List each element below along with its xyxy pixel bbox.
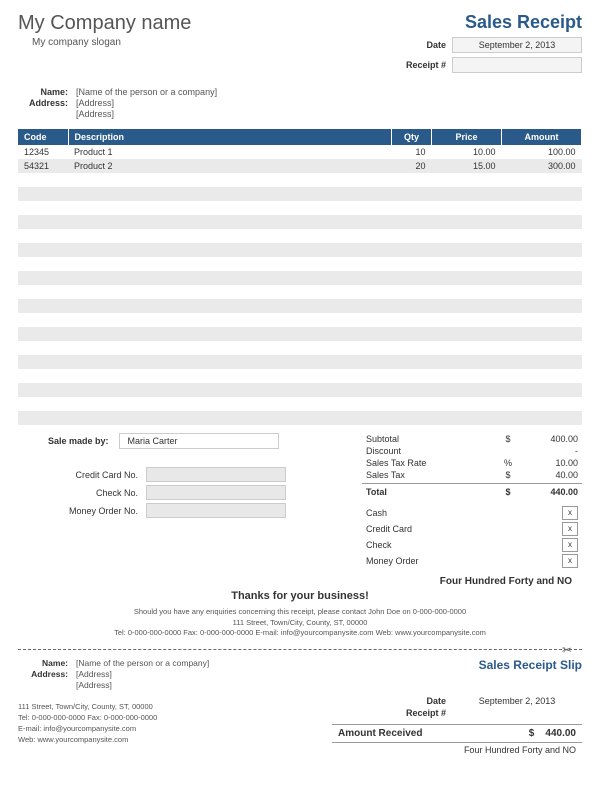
slip-title: Sales Receipt Slip (479, 658, 582, 691)
col-price: Price (432, 129, 502, 145)
table-row (18, 341, 582, 355)
tax-label: Sales Tax (366, 470, 498, 480)
amount-received-value: 440.00 (545, 728, 576, 739)
currency-symbol: $ (498, 434, 518, 444)
scissors-icon: ✂ (562, 643, 572, 657)
slip-address2: [Address] (76, 680, 112, 690)
customer-name-label: Name: (18, 87, 68, 97)
table-row (18, 327, 582, 341)
receipt-title: Sales Receipt (386, 12, 582, 33)
slip-receipt-number-label: Receipt # (386, 708, 446, 718)
table-row (18, 355, 582, 369)
table-row (18, 215, 582, 229)
table-row (18, 229, 582, 243)
customer-address1: [Address] (76, 98, 114, 108)
money-order-no-label: Money Order No. (48, 506, 138, 516)
credit-card-no-label: Credit Card No. (48, 470, 138, 480)
subtotal-label: Subtotal (366, 434, 498, 444)
tax-value: 40.00 (518, 470, 578, 480)
footer-line1: Should you have any enquiries concerning… (18, 607, 582, 618)
tax-rate-label: Sales Tax Rate (366, 458, 498, 468)
total-label: Total (366, 487, 498, 497)
discount-value: - (518, 446, 578, 456)
col-qty: Qty (392, 129, 432, 145)
footer-line2: 111 Street, Town/City, County, ST, 00000 (18, 618, 582, 629)
table-row (18, 257, 582, 271)
slip-receipt-number-value (452, 708, 582, 718)
customer-address2: [Address] (76, 109, 114, 119)
sale-by-value: Maria Carter (119, 433, 279, 449)
table-row (18, 243, 582, 257)
money-order-no-box[interactable] (146, 503, 286, 518)
footer-line3: Tel: 0-000-000-0000 Fax: 0-000-000-0000 … (18, 628, 582, 639)
percent-symbol: % (498, 458, 518, 468)
date-label: Date (386, 40, 446, 50)
pm-check-check[interactable]: x (562, 538, 578, 552)
slip-address1: [Address] (76, 669, 112, 679)
company-slogan: My company slogan (32, 37, 191, 48)
company-name: My Company name (18, 12, 191, 35)
date-value: September 2, 2013 (452, 37, 582, 53)
total-value: 440.00 (518, 487, 578, 497)
slip-date-value: September 2, 2013 (452, 696, 582, 706)
slip-date-label: Date (386, 696, 446, 706)
table-row (18, 411, 582, 425)
slip-amount-words: Four Hundred Forty and NO (332, 745, 582, 755)
pm-cash-check[interactable]: x (562, 506, 578, 520)
pm-money-order-check[interactable]: x (562, 554, 578, 568)
pm-check-label: Check (366, 540, 392, 550)
table-row (18, 397, 582, 411)
check-no-label: Check No. (48, 488, 138, 498)
discount-label: Discount (366, 446, 498, 456)
col-code: Code (18, 129, 68, 145)
amount-received-label: Amount Received (338, 728, 422, 739)
table-row (18, 299, 582, 313)
col-amount: Amount (502, 129, 582, 145)
credit-card-no-box[interactable] (146, 467, 286, 482)
receipt-number-label: Receipt # (386, 60, 446, 70)
tax-rate-value: 10.00 (518, 458, 578, 468)
slip-customer-name: [Name of the person or a company] (76, 658, 209, 668)
slip-address-label: Address: (18, 669, 68, 679)
thanks-message: Thanks for your business! (18, 590, 582, 602)
customer-address-label: Address: (18, 98, 68, 108)
table-row (18, 271, 582, 285)
subtotal-value: 400.00 (518, 434, 578, 444)
slip-name-label: Name: (18, 658, 68, 668)
pm-money-order-label: Money Order (366, 556, 419, 566)
table-row (18, 383, 582, 397)
table-row (18, 369, 582, 383)
amount-in-words: Four Hundred Forty and NO (18, 576, 582, 587)
items-table: Code Description Qty Price Amount 12345P… (18, 129, 582, 425)
table-row: 12345Product 11010.00100.00 (18, 145, 582, 159)
table-row (18, 173, 582, 187)
pm-cash-label: Cash (366, 508, 387, 518)
pm-credit-card-label: Credit Card (366, 524, 412, 534)
pm-credit-card-check[interactable]: x (562, 522, 578, 536)
table-row (18, 285, 582, 299)
sale-by-label: Sale made by: (48, 436, 109, 446)
customer-name: [Name of the person or a company] (76, 87, 217, 97)
receipt-number-value (452, 57, 582, 73)
table-row (18, 313, 582, 327)
table-row: 54321Product 22015.00300.00 (18, 159, 582, 173)
table-row (18, 187, 582, 201)
col-description: Description (68, 129, 392, 145)
check-no-box[interactable] (146, 485, 286, 500)
table-row (18, 201, 582, 215)
